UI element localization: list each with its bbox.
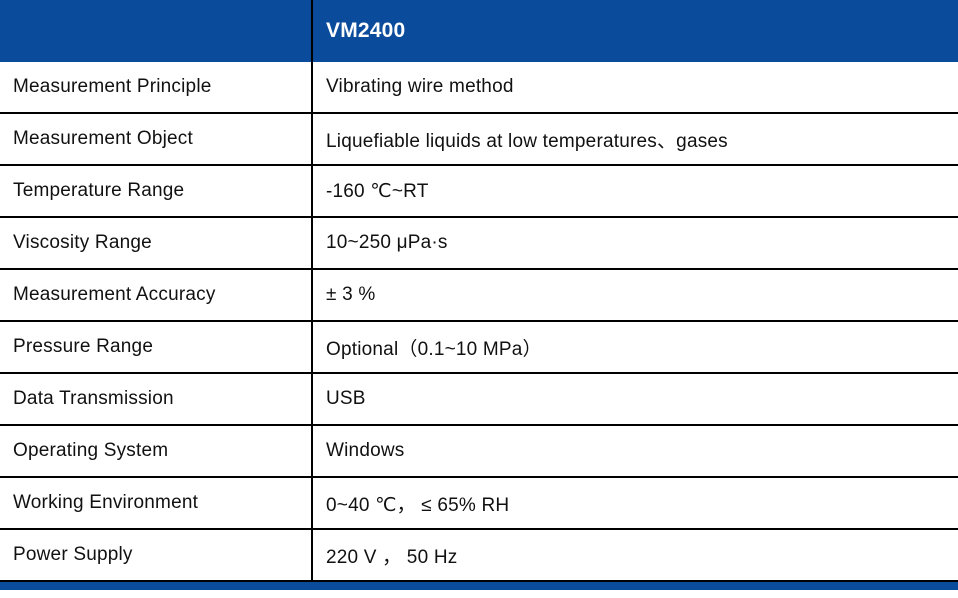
table-row: Viscosity Range 10~250 μPa·s bbox=[0, 218, 958, 270]
table-row: Measurement Accuracy ± 3 % bbox=[0, 270, 958, 322]
row-value: Vibrating wire method bbox=[311, 62, 958, 112]
table-row: Temperature Range -160 ℃~RT bbox=[0, 166, 958, 218]
row-value: -160 ℃~RT bbox=[311, 166, 958, 216]
row-label: Pressure Range bbox=[13, 336, 154, 357]
row-label: Measurement Principle bbox=[13, 76, 212, 97]
table-bottom-accent-bar bbox=[0, 582, 958, 590]
table-header-row: VM2400 bbox=[0, 0, 958, 62]
table-row: Power Supply 220 V ， 50 Hz bbox=[0, 530, 958, 582]
row-label: Measurement Accuracy bbox=[13, 284, 216, 305]
row-value: 0~40 ℃， ≤ 65% RH bbox=[311, 478, 958, 528]
header-empty-cell bbox=[0, 0, 311, 62]
row-value: 220 V ， 50 Hz bbox=[311, 530, 958, 580]
row-label: Measurement Object bbox=[13, 128, 193, 149]
table-row: Working Environment 0~40 ℃， ≤ 65% RH bbox=[0, 478, 958, 530]
row-value: Liquefiable liquids at low temperatures、… bbox=[311, 114, 958, 164]
table-row: Operating System Windows bbox=[0, 426, 958, 478]
row-value: USB bbox=[311, 374, 958, 424]
row-value: 10~250 μPa·s bbox=[311, 218, 958, 268]
row-label: Operating System bbox=[13, 440, 169, 461]
row-label: Working Environment bbox=[13, 492, 199, 513]
row-label: Viscosity Range bbox=[13, 232, 152, 253]
table-row: Measurement Principle Vibrating wire met… bbox=[0, 62, 958, 114]
row-value: Windows bbox=[311, 426, 958, 476]
row-value: Optional（0.1~10 MPa） bbox=[311, 322, 958, 372]
row-label: Temperature Range bbox=[13, 180, 185, 201]
table-row: Pressure Range Optional（0.1~10 MPa） bbox=[0, 322, 958, 374]
column-header-model: VM2400 bbox=[311, 0, 958, 62]
row-value: ± 3 % bbox=[311, 270, 958, 320]
row-label: Power Supply bbox=[13, 544, 133, 565]
table-row: Data Transmission USB bbox=[0, 374, 958, 426]
table-row: Measurement Object Liquefiable liquids a… bbox=[0, 114, 958, 166]
row-label: Data Transmission bbox=[13, 388, 174, 409]
